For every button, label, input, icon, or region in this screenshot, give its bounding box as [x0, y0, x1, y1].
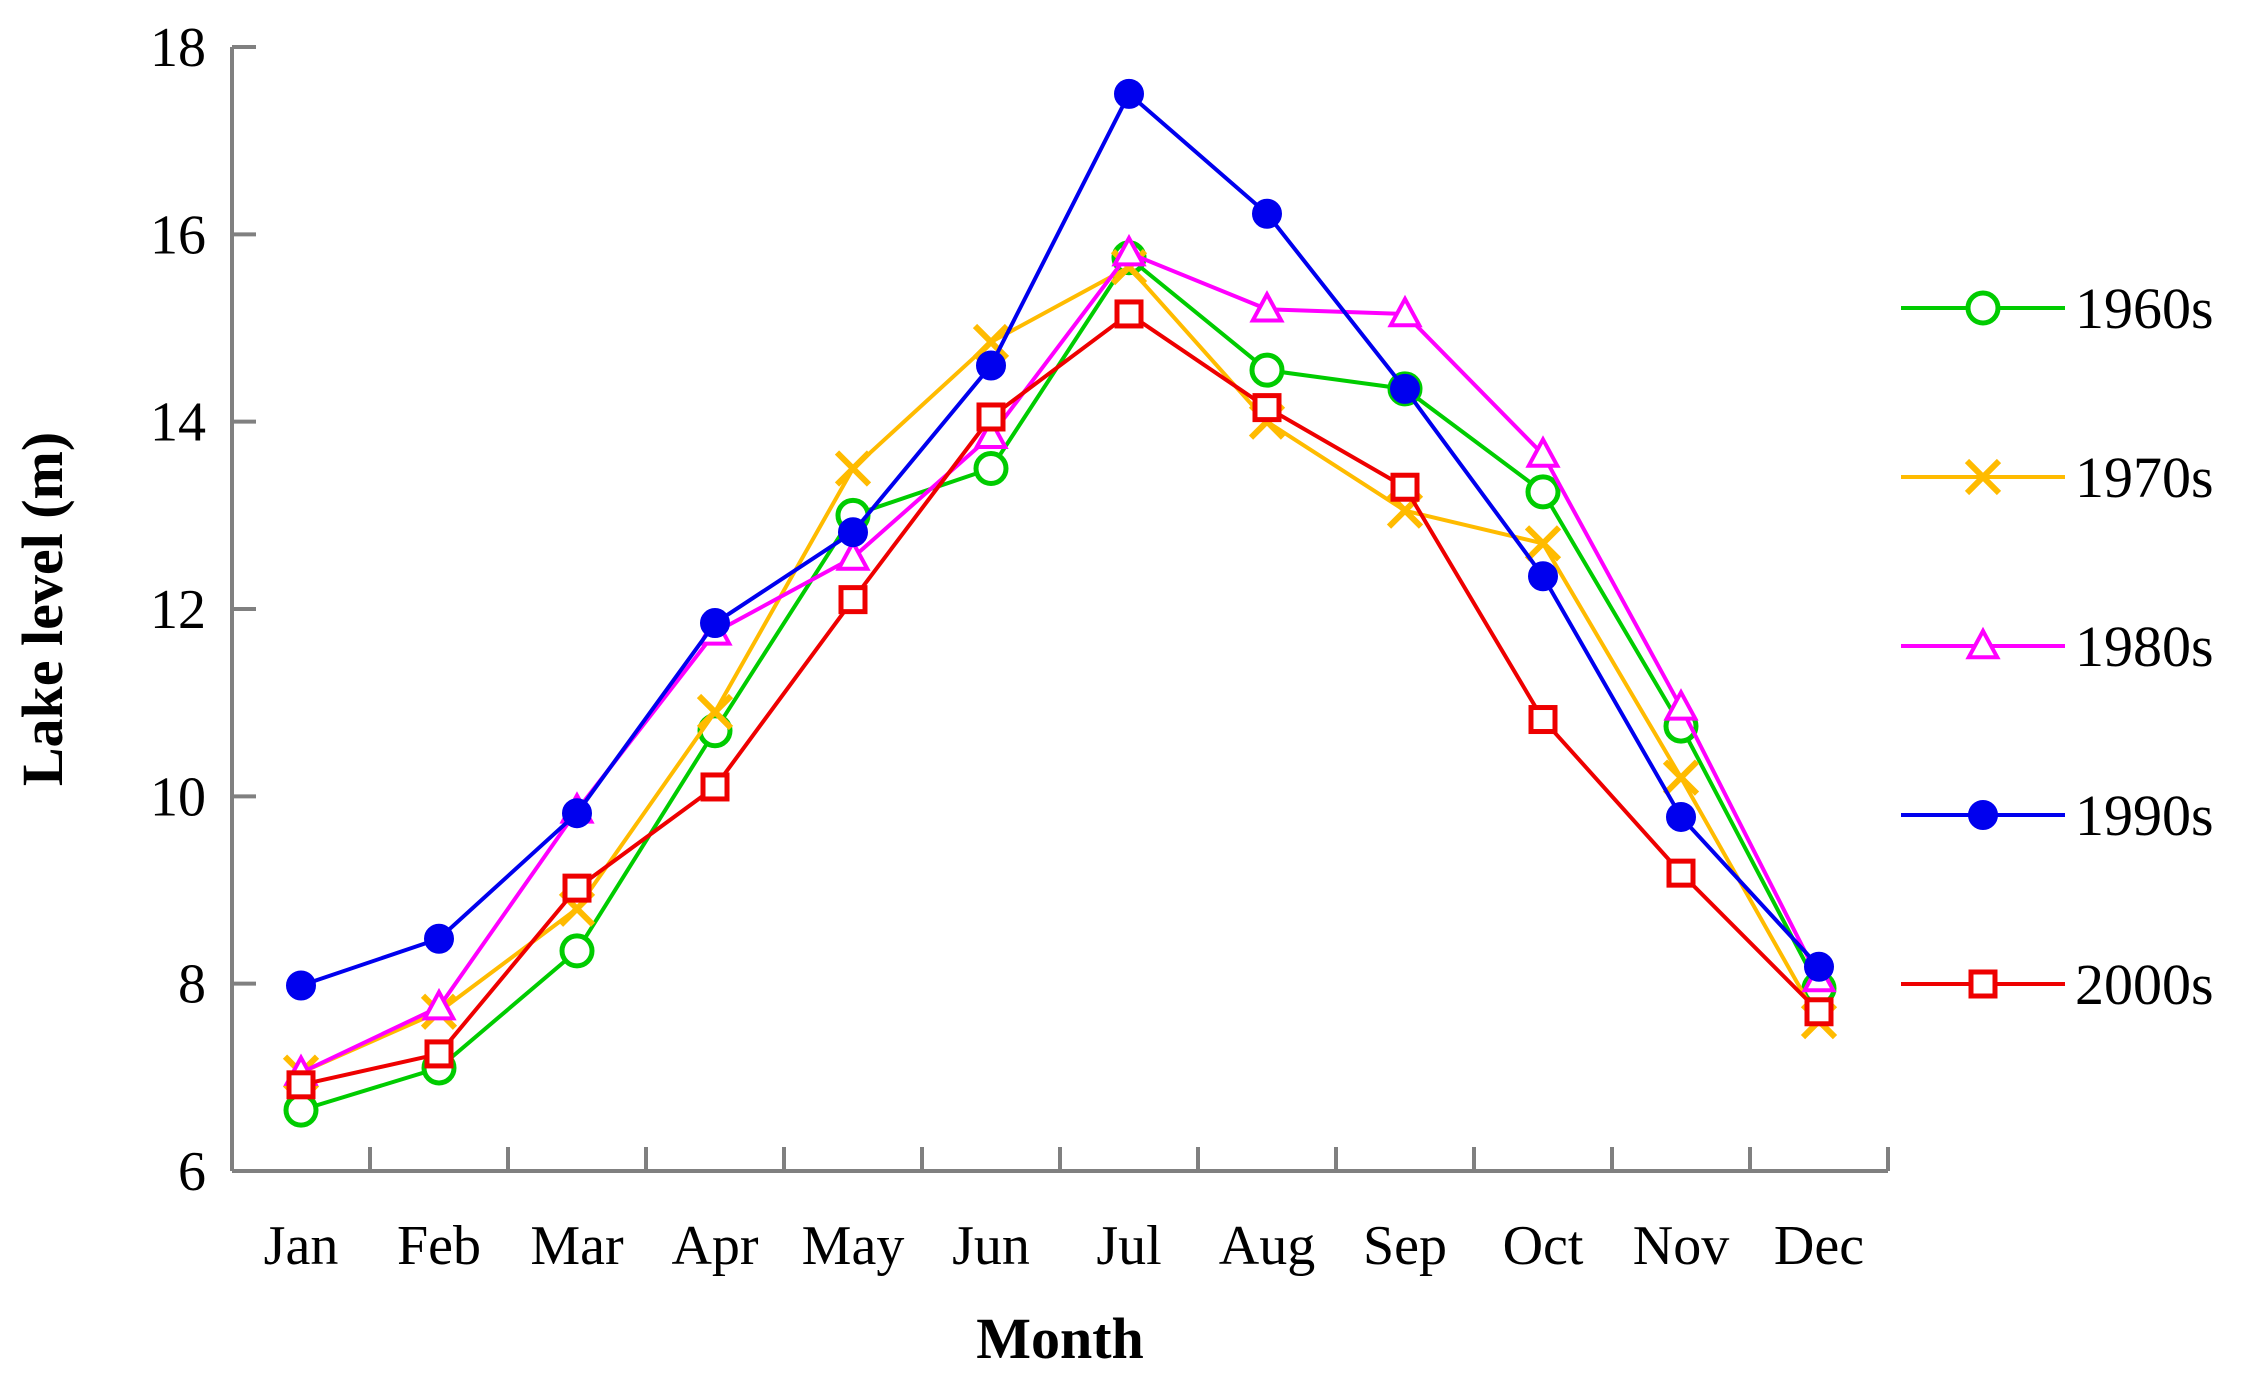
x-tick-label: Jul: [1096, 1215, 1161, 1277]
y-tick-label: 14: [150, 392, 206, 454]
data-point-1990s-Aug: [1252, 198, 1282, 229]
data-point-1980s-Jun: [973, 416, 1009, 449]
series-2000s: [286, 299, 1834, 1100]
series-line-1970s: [300, 265, 1821, 1075]
legend: 1960s 1970s 1980s 1990s 2000s: [1901, 276, 2214, 1017]
legend-label: 2000s: [2075, 952, 2214, 1017]
data-point-1960s-Oct: [1525, 474, 1561, 510]
x-tick-label: Feb: [397, 1215, 481, 1277]
x-tick-label: Sep: [1363, 1215, 1447, 1277]
data-point-1990s-May: [838, 517, 868, 548]
data-point-1990s-Mar: [562, 798, 592, 829]
series-1970s: [282, 248, 1838, 1091]
data-point-1990s-Sep: [1390, 373, 1420, 404]
x-tick-label: Jan: [264, 1215, 339, 1277]
x-tick-label: Jun: [952, 1215, 1030, 1277]
data-point-1960s-Jun: [973, 451, 1009, 486]
data-point-2000s-Apr: [700, 772, 730, 802]
data-point-2000s-May: [838, 585, 868, 615]
data-point-1980s-Aug: [1249, 290, 1285, 323]
data-point-2000s-Jul: [1114, 299, 1144, 329]
series-line-1960s: [300, 255, 1821, 1113]
data-point-2000s-Sep: [1390, 472, 1420, 502]
y-tick-label: 10: [150, 766, 206, 828]
data-point-1990s-Jan: [286, 970, 316, 1001]
legend-label: 1990s: [2075, 783, 2214, 848]
data-point-2000s-Mar: [562, 873, 592, 903]
series-line-1980s: [300, 251, 1821, 1075]
data-point-1970s-Apr: [696, 693, 734, 731]
data-point-2000s-Jan: [286, 1070, 316, 1100]
x-tick-label: Apr: [671, 1215, 758, 1277]
legend-marker: [1968, 800, 1998, 830]
y-tick-label: 6: [178, 1141, 206, 1203]
legend-item-2000s: 2000s: [1901, 952, 2214, 1017]
data-point-1990s-Nov: [1666, 801, 1696, 832]
legend-label: 1980s: [2075, 614, 2214, 679]
x-tick-label: Nov: [1633, 1215, 1729, 1277]
axis-ticks: 6 8 10 12 14 16 18 Jan Feb Mar Apr May Jun Jul Aug Sep O…: [150, 17, 1890, 1277]
x-tick-label: Aug: [1219, 1215, 1315, 1277]
series-group: [282, 78, 1838, 1128]
data-point-1960s-Mar: [559, 933, 595, 969]
data-point-2000s-Dec: [1804, 997, 1834, 1027]
series-line-1990s: [300, 91, 1821, 988]
data-point-1970s-May: [834, 450, 872, 487]
data-point-1990s-Jun: [976, 350, 1006, 381]
data-point-2000s-Nov: [1666, 858, 1696, 888]
data-point-1980s-Nov: [1663, 688, 1699, 721]
data-point-2000s-Oct: [1528, 705, 1558, 735]
data-point-1970s-Oct: [1524, 525, 1562, 562]
data-point-2000s-Feb: [424, 1039, 454, 1069]
data-point-1970s-Jun: [972, 323, 1010, 361]
data-point-1970s-Nov: [1662, 759, 1700, 796]
data-point-1990s-Feb: [424, 923, 454, 954]
legend-marker: [1965, 626, 2001, 660]
legend-label: 1970s: [2075, 445, 2214, 510]
y-tick-label: 16: [150, 204, 206, 266]
y-tick-label: 18: [150, 17, 206, 79]
legend-marker: [1968, 969, 1998, 999]
data-point-1980s-Feb: [421, 987, 457, 1021]
series-line-2000s: [300, 311, 1821, 1087]
data-point-1980s-Oct: [1525, 435, 1561, 468]
data-point-1990s-Jul: [1114, 78, 1144, 109]
series-1990s: [286, 78, 1834, 1001]
legend-item-1960s: 1960s: [1901, 276, 2214, 341]
data-point-1980s-Jul: [1111, 233, 1147, 267]
x-tick-label: Oct: [1503, 1215, 1584, 1277]
legend-item-1970s: 1970s: [1901, 445, 2214, 510]
x-tick-label: May: [802, 1215, 905, 1277]
legend-marker: [1964, 458, 2002, 496]
legend-item-1990s: 1990s: [1901, 783, 2214, 848]
legend-item-1980s: 1980s: [1901, 614, 2214, 679]
data-point-1980s-Sep: [1387, 294, 1423, 328]
series-1960s: [283, 240, 1837, 1128]
y-tick-label: 12: [150, 579, 206, 641]
x-tick-label: Mar: [530, 1215, 624, 1277]
data-point-1980s-May: [835, 538, 871, 571]
x-axis-title: Month: [976, 1306, 1144, 1371]
data-point-1990s-Dec: [1804, 951, 1834, 982]
data-point-1960s-Aug: [1249, 352, 1285, 388]
data-point-1990s-Oct: [1528, 561, 1558, 592]
legend-marker: [1965, 290, 2001, 326]
y-axis-title: Lake level (m): [10, 432, 75, 786]
data-point-1990s-Apr: [700, 608, 730, 639]
data-point-2000s-Aug: [1252, 393, 1282, 423]
data-point-2000s-Jun: [976, 402, 1006, 432]
legend-label: 1960s: [2075, 276, 2214, 341]
y-tick-label: 8: [178, 954, 206, 1016]
x-tick-label: Dec: [1774, 1215, 1864, 1277]
data-point-1960s-Jan: [283, 1092, 319, 1128]
